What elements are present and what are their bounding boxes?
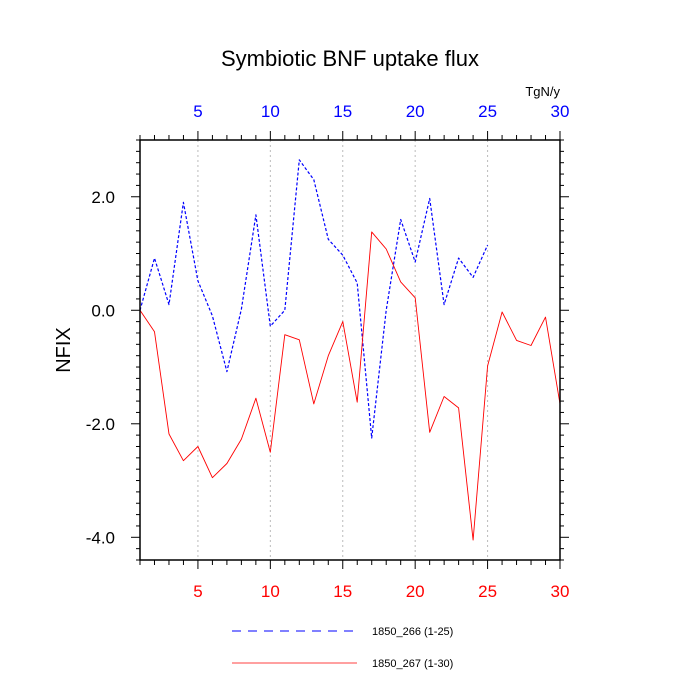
y-tick-label: 0.0 [91,301,115,320]
tick-marks [131,131,569,569]
x-tick-label-top: 5 [193,102,202,121]
series-line-2 [139,231,561,541]
y-tick-label: 2.0 [91,188,115,207]
x-tick-label-top: 25 [478,102,497,121]
grid-lines [197,140,489,560]
x-tick-label-bottom: 10 [261,582,280,601]
legend-label-1: 1850_266 (1-25) [372,626,453,638]
chart-title: Symbiotic BNF uptake flux [221,46,479,71]
x-tick-label-bottom: 25 [478,582,497,601]
legend-label-2: 1850_267 (1-30) [372,658,453,670]
x-tick-label-bottom: 15 [333,582,352,601]
plot-frame [139,139,561,561]
series-layer [139,159,561,541]
series-line-1 [139,159,489,439]
x-tick-label-top: 10 [261,102,280,121]
y-tick-label: -4.0 [86,528,115,547]
y-axis-label: NFIX [53,327,75,373]
x-tick-label-top: 30 [551,102,570,121]
x-tick-label-top: 15 [333,102,352,121]
y-tick-label: -2.0 [86,415,115,434]
tick-labels: 5 10 15 20 25 30 5 10 15 20 25 30 2.0 0.0 -2.0 -4.0 [86,102,570,601]
x-tick-label-top: 20 [406,102,425,121]
x-tick-label-bottom: 30 [551,582,570,601]
x-tick-label-bottom: 5 [193,582,202,601]
units-label: TgN/y [525,84,560,99]
legend: 1850_266 (1-25) 1850_267 (1-30) [232,626,453,670]
x-tick-label-bottom: 20 [406,582,425,601]
